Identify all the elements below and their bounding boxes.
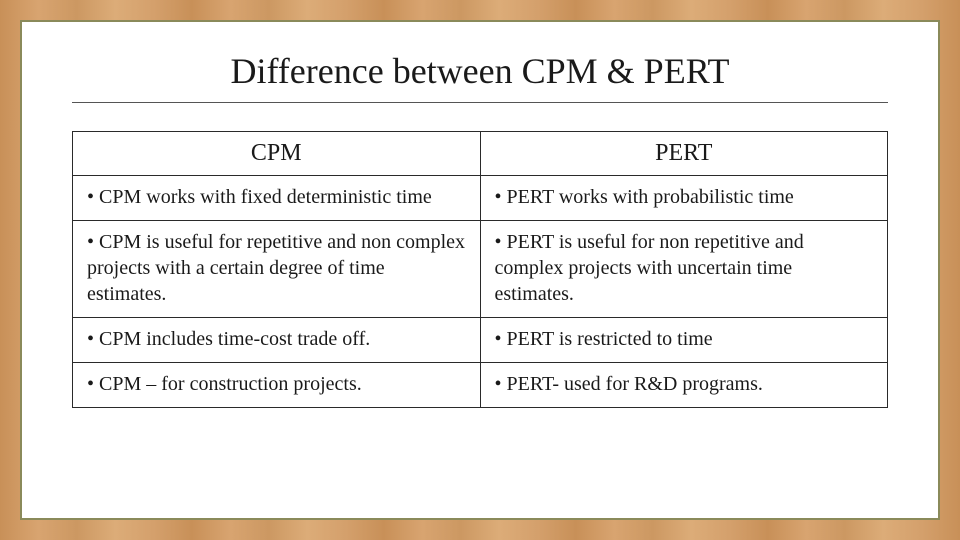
table-row: • CPM works with fixed deterministic tim… <box>73 176 888 221</box>
cell-cpm: • CPM is useful for repetitive and non c… <box>73 221 481 318</box>
table-header-row: CPM PERT <box>73 132 888 176</box>
table-row: • CPM includes time-cost trade off. • PE… <box>73 318 888 363</box>
col-header-cpm: CPM <box>73 132 481 176</box>
cell-pert: • PERT works with probabilistic time <box>480 176 888 221</box>
cell-pert: • PERT- used for R&D programs. <box>480 363 888 408</box>
cell-cpm: • CPM works with fixed deterministic tim… <box>73 176 481 221</box>
title-divider <box>72 102 888 103</box>
table-row: • CPM is useful for repetitive and non c… <box>73 221 888 318</box>
table-row: • CPM – for construction projects. • PER… <box>73 363 888 408</box>
col-header-pert: PERT <box>480 132 888 176</box>
comparison-table: CPM PERT • CPM works with fixed determin… <box>72 131 888 408</box>
cell-pert: • PERT is restricted to time <box>480 318 888 363</box>
cell-pert: • PERT is useful for non repetitive and … <box>480 221 888 318</box>
slide-card: Difference between CPM & PERT CPM PERT •… <box>20 20 940 520</box>
slide-title: Difference between CPM & PERT <box>72 50 888 92</box>
cell-cpm: • CPM includes time-cost trade off. <box>73 318 481 363</box>
cell-cpm: • CPM – for construction projects. <box>73 363 481 408</box>
